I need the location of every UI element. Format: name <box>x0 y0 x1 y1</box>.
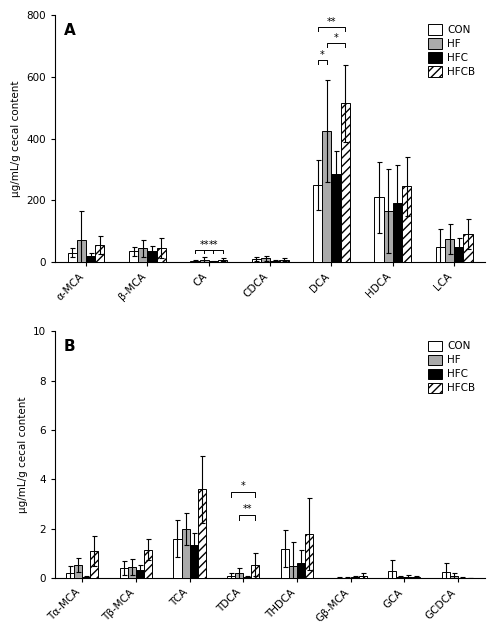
Text: *: * <box>320 50 325 60</box>
Bar <box>82 577 90 578</box>
Bar <box>463 234 473 262</box>
Bar <box>120 568 128 578</box>
Bar <box>450 576 458 578</box>
Bar <box>90 551 98 578</box>
Bar <box>66 573 74 578</box>
Bar <box>235 573 243 578</box>
Bar <box>289 566 297 578</box>
Bar <box>454 246 463 262</box>
Bar <box>227 576 235 578</box>
Bar <box>218 260 227 262</box>
Bar <box>404 577 412 578</box>
Bar <box>129 251 138 262</box>
Text: **: ** <box>327 17 336 27</box>
Bar <box>313 185 322 262</box>
Bar <box>396 577 404 578</box>
Text: B: B <box>64 338 75 354</box>
Bar <box>341 103 350 262</box>
Bar <box>74 565 82 578</box>
Text: **: ** <box>199 240 209 250</box>
Bar <box>374 197 383 262</box>
Text: A: A <box>64 22 76 37</box>
Bar <box>128 567 136 578</box>
Bar <box>351 577 359 578</box>
Bar <box>189 545 197 578</box>
Bar <box>305 534 313 578</box>
Bar <box>281 549 289 578</box>
Bar <box>261 258 270 262</box>
Bar <box>199 260 209 262</box>
Bar <box>359 576 367 578</box>
Bar <box>383 211 393 262</box>
Bar <box>436 246 445 262</box>
Y-axis label: μg/mL/g cecal content: μg/mL/g cecal content <box>18 396 28 513</box>
Bar <box>67 253 77 262</box>
Bar <box>182 529 189 578</box>
Bar <box>297 563 305 578</box>
Bar <box>388 571 396 578</box>
Bar <box>412 577 421 578</box>
Bar <box>157 248 166 262</box>
Bar <box>393 203 402 262</box>
Bar <box>445 239 454 262</box>
Text: **: ** <box>243 504 252 514</box>
Bar <box>86 256 95 262</box>
Y-axis label: μg/mL/g cecal content: μg/mL/g cecal content <box>11 81 21 197</box>
Bar <box>402 187 411 262</box>
Bar <box>95 245 105 262</box>
Bar <box>77 241 86 262</box>
Bar <box>331 174 341 262</box>
Bar <box>270 260 279 262</box>
Bar <box>322 131 331 262</box>
Bar <box>190 261 199 262</box>
Bar <box>136 570 144 578</box>
Legend: CON, HF, HFC, HFCB: CON, HF, HFC, HFCB <box>424 20 480 81</box>
Bar <box>243 577 251 578</box>
Bar <box>251 565 259 578</box>
Bar <box>279 260 289 262</box>
Bar <box>144 550 152 578</box>
Bar <box>138 248 147 262</box>
Text: *: * <box>241 481 246 490</box>
Bar <box>147 251 157 262</box>
Bar <box>197 490 206 578</box>
Text: **: ** <box>209 240 218 250</box>
Bar <box>442 572 450 578</box>
Legend: CON, HF, HFC, HFCB: CON, HF, HFC, HFCB <box>424 337 480 398</box>
Text: *: * <box>334 32 338 43</box>
Bar <box>174 538 182 578</box>
Bar <box>251 259 261 262</box>
